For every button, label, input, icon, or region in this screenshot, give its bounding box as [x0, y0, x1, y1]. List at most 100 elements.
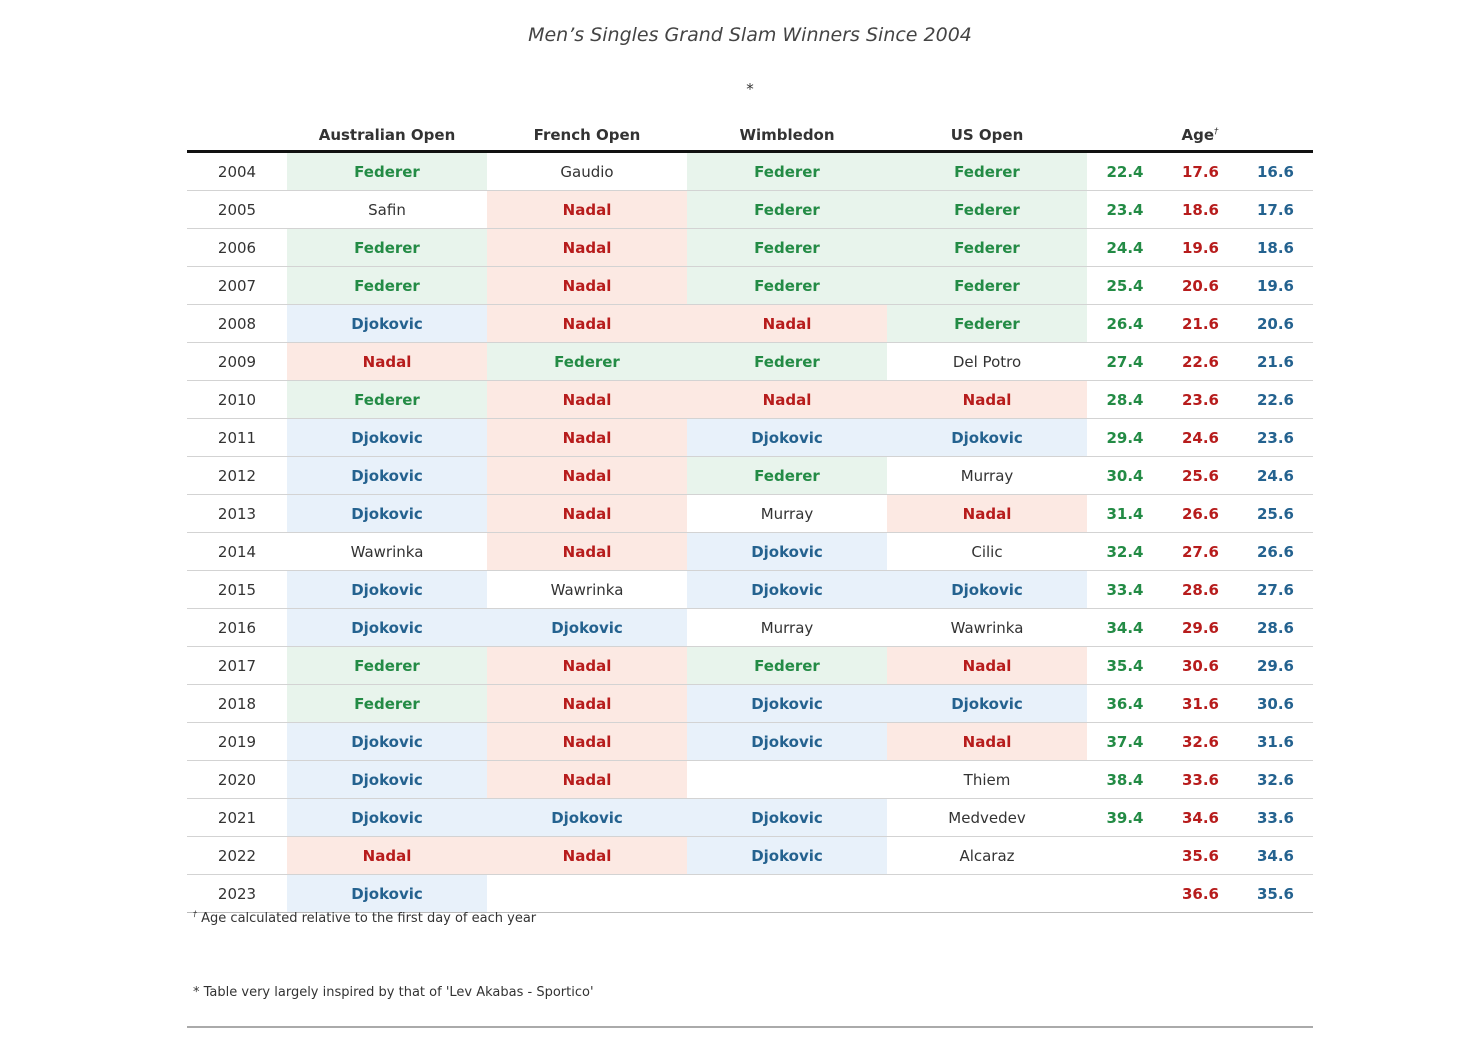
header-french-open: French Open	[487, 104, 687, 153]
australian-open-winner-cell: Djokovic	[287, 456, 487, 495]
us-open-winner-cell: Federer	[887, 151, 1087, 191]
year-cell: 2021	[187, 798, 287, 837]
djokovic-age-cell: 22.6	[1238, 380, 1313, 419]
wimbledon-winner-cell: Djokovic	[687, 722, 887, 761]
djokovic-age-cell: 34.6	[1238, 836, 1313, 875]
nadal-age-cell: 27.6	[1163, 532, 1238, 571]
australian-open-winner-cell: Djokovic	[287, 874, 487, 913]
year-cell: 2017	[187, 646, 287, 685]
us-open-winner-cell: Djokovic	[887, 418, 1087, 457]
year-cell: 2011	[187, 418, 287, 457]
nadal-age-cell: 32.6	[1163, 722, 1238, 761]
age-footnote: † Age calculated relative to the first d…	[193, 910, 536, 926]
year-cell: 2004	[187, 151, 287, 191]
wimbledon-winner-cell: Djokovic	[687, 798, 887, 837]
us-open-winner-cell: Federer	[887, 304, 1087, 343]
french-open-winner-cell: Federer	[487, 342, 687, 381]
australian-open-winner-cell: Wawrinka	[287, 532, 487, 571]
grand-slam-table-container: Australian Open French Open Wimbledon US…	[187, 104, 1313, 913]
djokovic-age-cell: 18.6	[1238, 228, 1313, 267]
year-cell: 2005	[187, 190, 287, 229]
djokovic-age-cell: 29.6	[1238, 646, 1313, 685]
djokovic-age-cell: 32.6	[1238, 760, 1313, 799]
table-row: 2017 Federer Nadal Federer Nadal 35.4 30.6 29.6	[187, 646, 1313, 685]
federer-age-cell: 27.4	[1087, 342, 1163, 381]
djokovic-age-cell: 23.6	[1238, 418, 1313, 457]
nadal-age-cell: 18.6	[1163, 190, 1238, 229]
french-open-winner-cell: Nadal	[487, 456, 687, 495]
table-title: Men’s Singles Grand Slam Winners Since 2…	[528, 24, 972, 46]
year-cell: 2009	[187, 342, 287, 381]
table-row: 2018 Federer Nadal Djokovic Djokovic 36.4 31.6…	[187, 684, 1313, 723]
wimbledon-winner-cell: Djokovic	[687, 570, 887, 609]
australian-open-winner-cell: Djokovic	[287, 798, 487, 837]
french-open-winner-cell: Nadal	[487, 190, 687, 229]
table-row: 2011 Djokovic Nadal Djokovic Djokovic 29.4 24.…	[187, 418, 1313, 457]
nadal-age-cell: 19.6	[1163, 228, 1238, 267]
french-open-winner-cell: Nadal	[487, 684, 687, 723]
australian-open-winner-cell: Djokovic	[287, 722, 487, 761]
year-cell: 2007	[187, 266, 287, 305]
table-row: 2004 Federer Gaudio Federer Federer 22.4 17.6 1…	[187, 151, 1313, 191]
table-row: 2023 Djokovic 36.6 35.6	[187, 874, 1313, 913]
federer-age-cell: 25.4	[1087, 266, 1163, 305]
australian-open-winner-cell: Djokovic	[287, 418, 487, 457]
header-row: Australian Open French Open Wimbledon US…	[187, 104, 1313, 153]
table-row: 2013 Djokovic Nadal Murray Nadal 31.4 26.6 25.6	[187, 494, 1313, 533]
french-open-winner-cell: Nadal	[487, 418, 687, 457]
wimbledon-winner-cell: Djokovic	[687, 532, 887, 571]
djokovic-age-cell: 21.6	[1238, 342, 1313, 381]
australian-open-winner-cell: Djokovic	[287, 570, 487, 609]
djokovic-age-cell: 30.6	[1238, 684, 1313, 723]
federer-age-cell: 36.4	[1087, 684, 1163, 723]
wimbledon-winner-cell: Djokovic	[687, 418, 887, 457]
french-open-winner-cell: Nadal	[487, 228, 687, 267]
us-open-winner-cell: Nadal	[887, 646, 1087, 685]
federer-age-cell: 24.4	[1087, 228, 1163, 267]
australian-open-winner-cell: Nadal	[287, 342, 487, 381]
wimbledon-winner-cell: Federer	[687, 456, 887, 495]
bottom-divider	[187, 1026, 1313, 1028]
year-cell: 2020	[187, 760, 287, 799]
french-open-winner-cell	[487, 874, 687, 913]
table-row: 2014 Wawrinka Nadal Djokovic Cilic 32.4 27.6 26…	[187, 532, 1313, 571]
nadal-age-cell: 34.6	[1163, 798, 1238, 837]
french-open-winner-cell: Nadal	[487, 646, 687, 685]
djokovic-age-cell: 24.6	[1238, 456, 1313, 495]
nadal-age-cell: 26.6	[1163, 494, 1238, 533]
djokovic-age-cell: 17.6	[1238, 190, 1313, 229]
year-cell: 2019	[187, 722, 287, 761]
nadal-age-cell: 23.6	[1163, 380, 1238, 419]
djokovic-age-cell: 19.6	[1238, 266, 1313, 305]
table-row: 2005 Safin Nadal Federer Federer 23.4 18.6 17.6	[187, 190, 1313, 229]
wimbledon-winner-cell: Federer	[687, 228, 887, 267]
federer-age-cell: 33.4	[1087, 570, 1163, 609]
us-open-winner-cell: Djokovic	[887, 570, 1087, 609]
federer-age-cell	[1087, 836, 1163, 875]
australian-open-winner-cell: Nadal	[287, 836, 487, 875]
french-open-winner-cell: Nadal	[487, 380, 687, 419]
french-open-winner-cell: Nadal	[487, 722, 687, 761]
nadal-age-cell: 25.6	[1163, 456, 1238, 495]
us-open-winner-cell	[887, 874, 1087, 913]
us-open-winner-cell: Murray	[887, 456, 1087, 495]
wimbledon-winner-cell	[687, 874, 887, 913]
federer-age-cell: 29.4	[1087, 418, 1163, 457]
djokovic-age-cell: 35.6	[1238, 874, 1313, 913]
wimbledon-winner-cell: Federer	[687, 266, 887, 305]
grand-slam-table: Australian Open French Open Wimbledon US…	[187, 104, 1313, 913]
australian-open-winner-cell: Federer	[287, 684, 487, 723]
table-row: 2022 Nadal Nadal Djokovic Alcaraz 35.6 34.6	[187, 836, 1313, 875]
us-open-winner-cell: Nadal	[887, 722, 1087, 761]
us-open-winner-cell: Nadal	[887, 494, 1087, 533]
djokovic-age-cell: 16.6	[1238, 151, 1313, 191]
wimbledon-winner-cell: Djokovic	[687, 684, 887, 723]
australian-open-winner-cell: Federer	[287, 266, 487, 305]
wimbledon-winner-cell: Nadal	[687, 380, 887, 419]
djokovic-age-cell: 20.6	[1238, 304, 1313, 343]
australian-open-winner-cell: Federer	[287, 646, 487, 685]
us-open-winner-cell: Federer	[887, 190, 1087, 229]
table-row: 2019 Djokovic Nadal Djokovic Nadal 37.4 32.6 31…	[187, 722, 1313, 761]
table-row: 2012 Djokovic Nadal Federer Murray 30.4 25.6 24…	[187, 456, 1313, 495]
french-open-winner-cell: Nadal	[487, 304, 687, 343]
